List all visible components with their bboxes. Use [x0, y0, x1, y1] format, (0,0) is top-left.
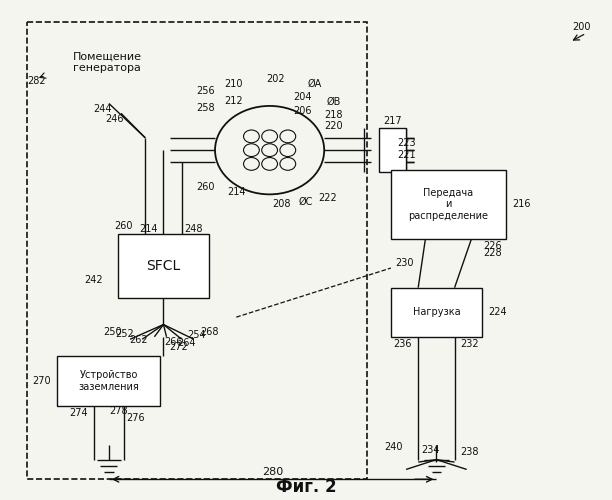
- Text: 262: 262: [130, 335, 148, 345]
- Text: 204: 204: [294, 92, 312, 102]
- Text: 242: 242: [84, 276, 103, 285]
- Text: 212: 212: [224, 96, 242, 106]
- Bar: [379, 128, 406, 172]
- Text: 217: 217: [383, 116, 401, 126]
- Text: 223: 223: [397, 138, 416, 148]
- Text: 276: 276: [126, 413, 144, 423]
- Text: 278: 278: [109, 406, 127, 416]
- Text: 230: 230: [395, 258, 413, 268]
- Text: 206: 206: [294, 106, 312, 116]
- Text: 220: 220: [324, 120, 343, 130]
- Text: 280: 280: [262, 467, 283, 477]
- Text: Передача
и
распределение: Передача и распределение: [409, 188, 488, 221]
- Text: 252: 252: [116, 330, 135, 340]
- Text: 234: 234: [421, 445, 440, 455]
- Text: SFCL: SFCL: [146, 258, 181, 272]
- Text: 200: 200: [573, 22, 591, 32]
- Text: 232: 232: [461, 339, 479, 349]
- Text: 210: 210: [224, 79, 242, 89]
- Text: 254: 254: [188, 330, 206, 340]
- Text: 202: 202: [266, 74, 285, 84]
- Bar: [391, 288, 482, 337]
- Text: 258: 258: [196, 104, 215, 114]
- Text: 221: 221: [397, 150, 416, 160]
- Text: 268: 268: [200, 327, 218, 337]
- Text: 266: 266: [165, 336, 183, 346]
- Text: 214: 214: [139, 224, 157, 234]
- Text: Помещение
генератора: Помещение генератора: [72, 52, 141, 74]
- Text: ØC: ØC: [299, 196, 313, 206]
- Text: 260: 260: [196, 182, 215, 192]
- Text: 270: 270: [32, 376, 51, 386]
- Text: 216: 216: [512, 199, 531, 209]
- Text: 224: 224: [488, 307, 507, 317]
- Text: 244: 244: [94, 104, 112, 115]
- Text: Фиг. 2: Фиг. 2: [275, 478, 337, 496]
- Text: ØB: ØB: [326, 97, 340, 107]
- Text: 226: 226: [483, 241, 502, 251]
- Text: 218: 218: [324, 110, 343, 120]
- Bar: [391, 170, 506, 238]
- Text: 208: 208: [272, 199, 291, 209]
- Bar: [27, 22, 367, 479]
- Text: 238: 238: [461, 447, 479, 457]
- Text: 222: 222: [318, 194, 337, 203]
- Text: 246: 246: [105, 114, 124, 124]
- Bar: [58, 356, 160, 406]
- Text: Нагрузка: Нагрузка: [412, 307, 460, 317]
- Text: ØA: ØA: [308, 79, 323, 89]
- Text: 228: 228: [483, 248, 502, 258]
- Bar: [118, 234, 209, 298]
- Text: 250: 250: [103, 327, 122, 337]
- Text: 214: 214: [227, 187, 245, 197]
- Text: 248: 248: [185, 224, 203, 234]
- Text: Устройство
заземления: Устройство заземления: [78, 370, 140, 392]
- Text: 264: 264: [177, 338, 195, 348]
- Text: 219: 219: [409, 174, 428, 184]
- Text: 236: 236: [394, 339, 412, 349]
- Text: 272: 272: [170, 342, 188, 351]
- Text: 240: 240: [384, 442, 403, 452]
- Text: 260: 260: [114, 222, 133, 232]
- Text: 256: 256: [196, 86, 215, 96]
- Text: 274: 274: [69, 408, 88, 418]
- Text: 282: 282: [27, 76, 46, 86]
